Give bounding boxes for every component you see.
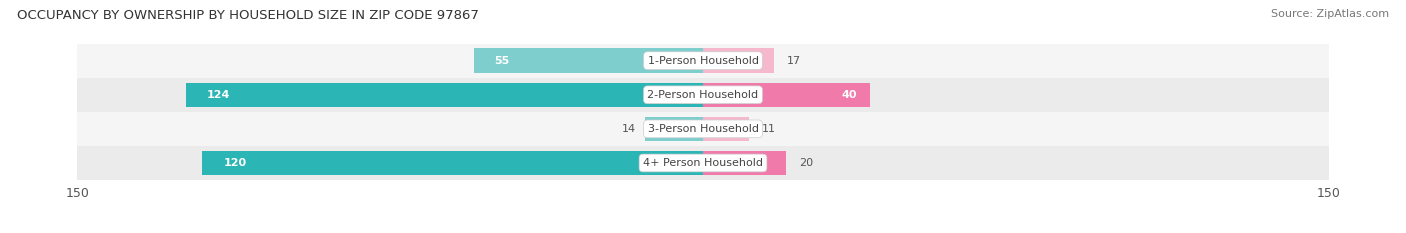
Text: 11: 11: [762, 124, 775, 134]
Text: 120: 120: [224, 158, 246, 168]
Bar: [202, 151, 703, 175]
Text: 1-Person Household: 1-Person Household: [648, 56, 758, 66]
Text: 4+ Person Household: 4+ Person Household: [643, 158, 763, 168]
Text: 124: 124: [207, 90, 231, 100]
Text: 14: 14: [621, 124, 637, 134]
Bar: [644, 116, 703, 141]
Text: 17: 17: [786, 56, 800, 66]
Bar: [77, 112, 1329, 146]
Bar: [77, 44, 1329, 78]
Bar: [186, 82, 703, 107]
Text: 40: 40: [842, 90, 858, 100]
Bar: [703, 116, 749, 141]
Text: 2-Person Household: 2-Person Household: [647, 90, 759, 100]
Text: 3-Person Household: 3-Person Household: [648, 124, 758, 134]
Text: OCCUPANCY BY OWNERSHIP BY HOUSEHOLD SIZE IN ZIP CODE 97867: OCCUPANCY BY OWNERSHIP BY HOUSEHOLD SIZE…: [17, 9, 479, 22]
Bar: [703, 82, 870, 107]
Bar: [77, 146, 1329, 180]
Bar: [474, 48, 703, 73]
Bar: [703, 48, 773, 73]
Text: Source: ZipAtlas.com: Source: ZipAtlas.com: [1271, 9, 1389, 19]
Text: 55: 55: [495, 56, 510, 66]
Text: 20: 20: [799, 158, 813, 168]
Bar: [703, 151, 786, 175]
Bar: [77, 78, 1329, 112]
